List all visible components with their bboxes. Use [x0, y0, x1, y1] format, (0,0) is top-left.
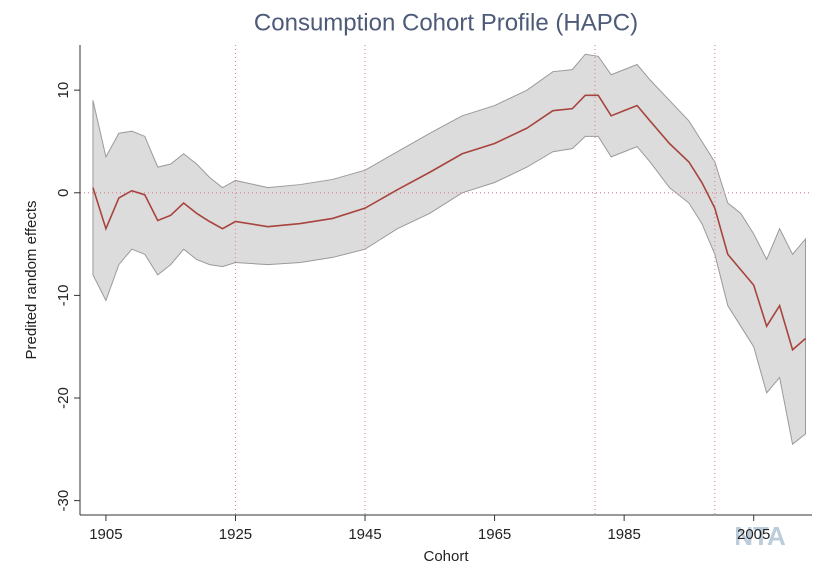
line [92, 94, 807, 352]
x-tick-label: 1925 [219, 526, 252, 543]
x-tick-label: 1905 [89, 526, 122, 543]
y-tick-label: 10 [55, 82, 72, 99]
y-tick-label: -30 [55, 490, 72, 512]
y-tick-label: 0 [55, 189, 72, 197]
x-axis-label: Cohort [423, 548, 469, 565]
x-tick-label: 2005 [737, 526, 770, 543]
x-tick-label: 1965 [478, 526, 511, 543]
x-tick-label: 1985 [607, 526, 640, 543]
y-tick-label: -10 [55, 285, 72, 307]
confidence-band [92, 53, 807, 446]
chart-title: Consumption Cohort Profile (HAPC) [254, 9, 638, 36]
y-tick-label: -20 [55, 387, 72, 409]
x-tick-label: 1945 [348, 526, 381, 543]
watermark: NTA [734, 521, 786, 551]
y-axis-label: Predited random effects [23, 201, 40, 360]
